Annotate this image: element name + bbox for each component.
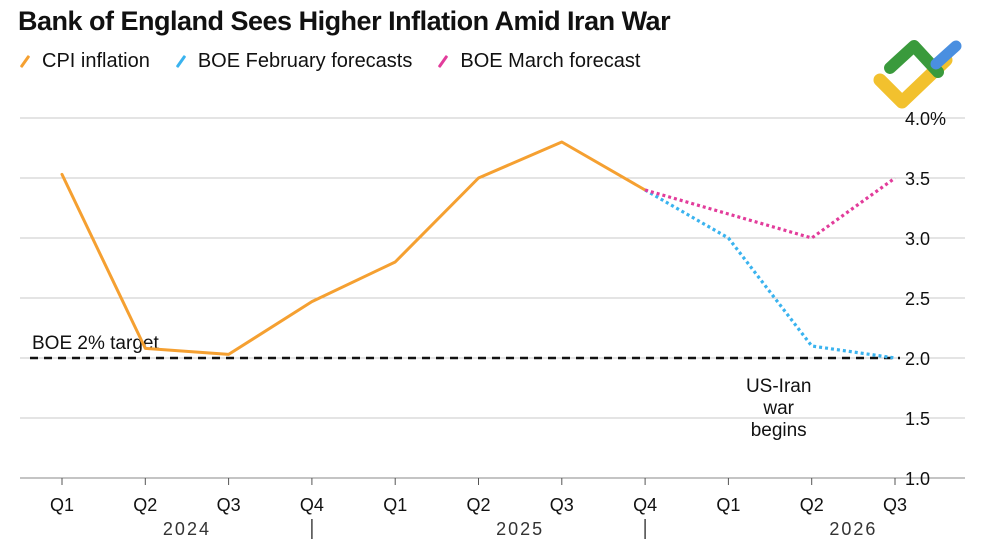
- year-label: 2026: [829, 519, 877, 539]
- year-label: 2025: [496, 519, 544, 539]
- series-line-cpi: [60, 140, 647, 356]
- brand-logo: [873, 40, 962, 109]
- y-axis-ticks: 1.0 1.5 2.0 2.5 3.0 3.5 4.0%: [905, 109, 946, 489]
- logo-check-yellow: [873, 53, 953, 109]
- legend-item-feb: BOE February forecasts: [174, 50, 413, 73]
- x-tick-label: Q3: [883, 495, 907, 515]
- year-label: 2024: [163, 519, 211, 539]
- annotation-line: war: [762, 398, 794, 419]
- y-tick-label: 2.0: [905, 349, 930, 369]
- x-tick-label: Q2: [466, 495, 490, 515]
- annotation-line: begins: [751, 420, 807, 441]
- y-tick-label: 3.5: [905, 169, 930, 189]
- x-axis: Q1 Q2 Q3 Q4 Q1 Q2 Q3 Q4 Q1 Q2 Q3 2024 2025 2026: [50, 478, 907, 539]
- target-line-group: BOE 2% target: [30, 333, 900, 360]
- series-group: [60, 140, 896, 360]
- x-tick-label: Q3: [217, 495, 241, 515]
- x-tick-label: Q1: [716, 495, 740, 515]
- legend-label-cpi: CPI inflation: [42, 50, 150, 72]
- legend-label-feb: BOE February forecasts: [197, 50, 413, 72]
- series-line-march-forecast: [644, 176, 896, 240]
- y-tick-label: 3.0: [905, 229, 930, 249]
- legend-item-mar: BOE March forecast: [436, 50, 640, 73]
- x-tick-label: Q1: [383, 495, 407, 515]
- chart-title: Bank of England Sees Higher Inflation Am…: [18, 6, 671, 36]
- legend-item-cpi: CPI inflation: [18, 50, 150, 73]
- x-tick-label: Q3: [550, 495, 574, 515]
- x-tick-label: Q4: [633, 495, 657, 515]
- y-tick-label: 4.0%: [905, 109, 946, 129]
- y-tick-label: 2.5: [905, 289, 930, 309]
- target-line-label: BOE 2% target: [32, 333, 159, 354]
- legend-label-mar: BOE March forecast: [460, 50, 641, 72]
- annotation-line: US-Iran: [746, 376, 811, 397]
- x-tick-label: Q4: [300, 495, 324, 515]
- x-tick-label: Q1: [50, 495, 74, 515]
- legend: CPI inflation BOE February forecasts BOE…: [18, 50, 664, 73]
- logo-chevron-green: [884, 40, 944, 78]
- logo-stroke-blue: [930, 40, 962, 70]
- y-tick-label: 1.0: [905, 469, 930, 489]
- x-tick-label: Q2: [133, 495, 157, 515]
- x-tick-label: Q2: [800, 495, 824, 515]
- y-tick-label: 1.5: [905, 409, 930, 429]
- series-line-feb-forecast: [644, 188, 896, 360]
